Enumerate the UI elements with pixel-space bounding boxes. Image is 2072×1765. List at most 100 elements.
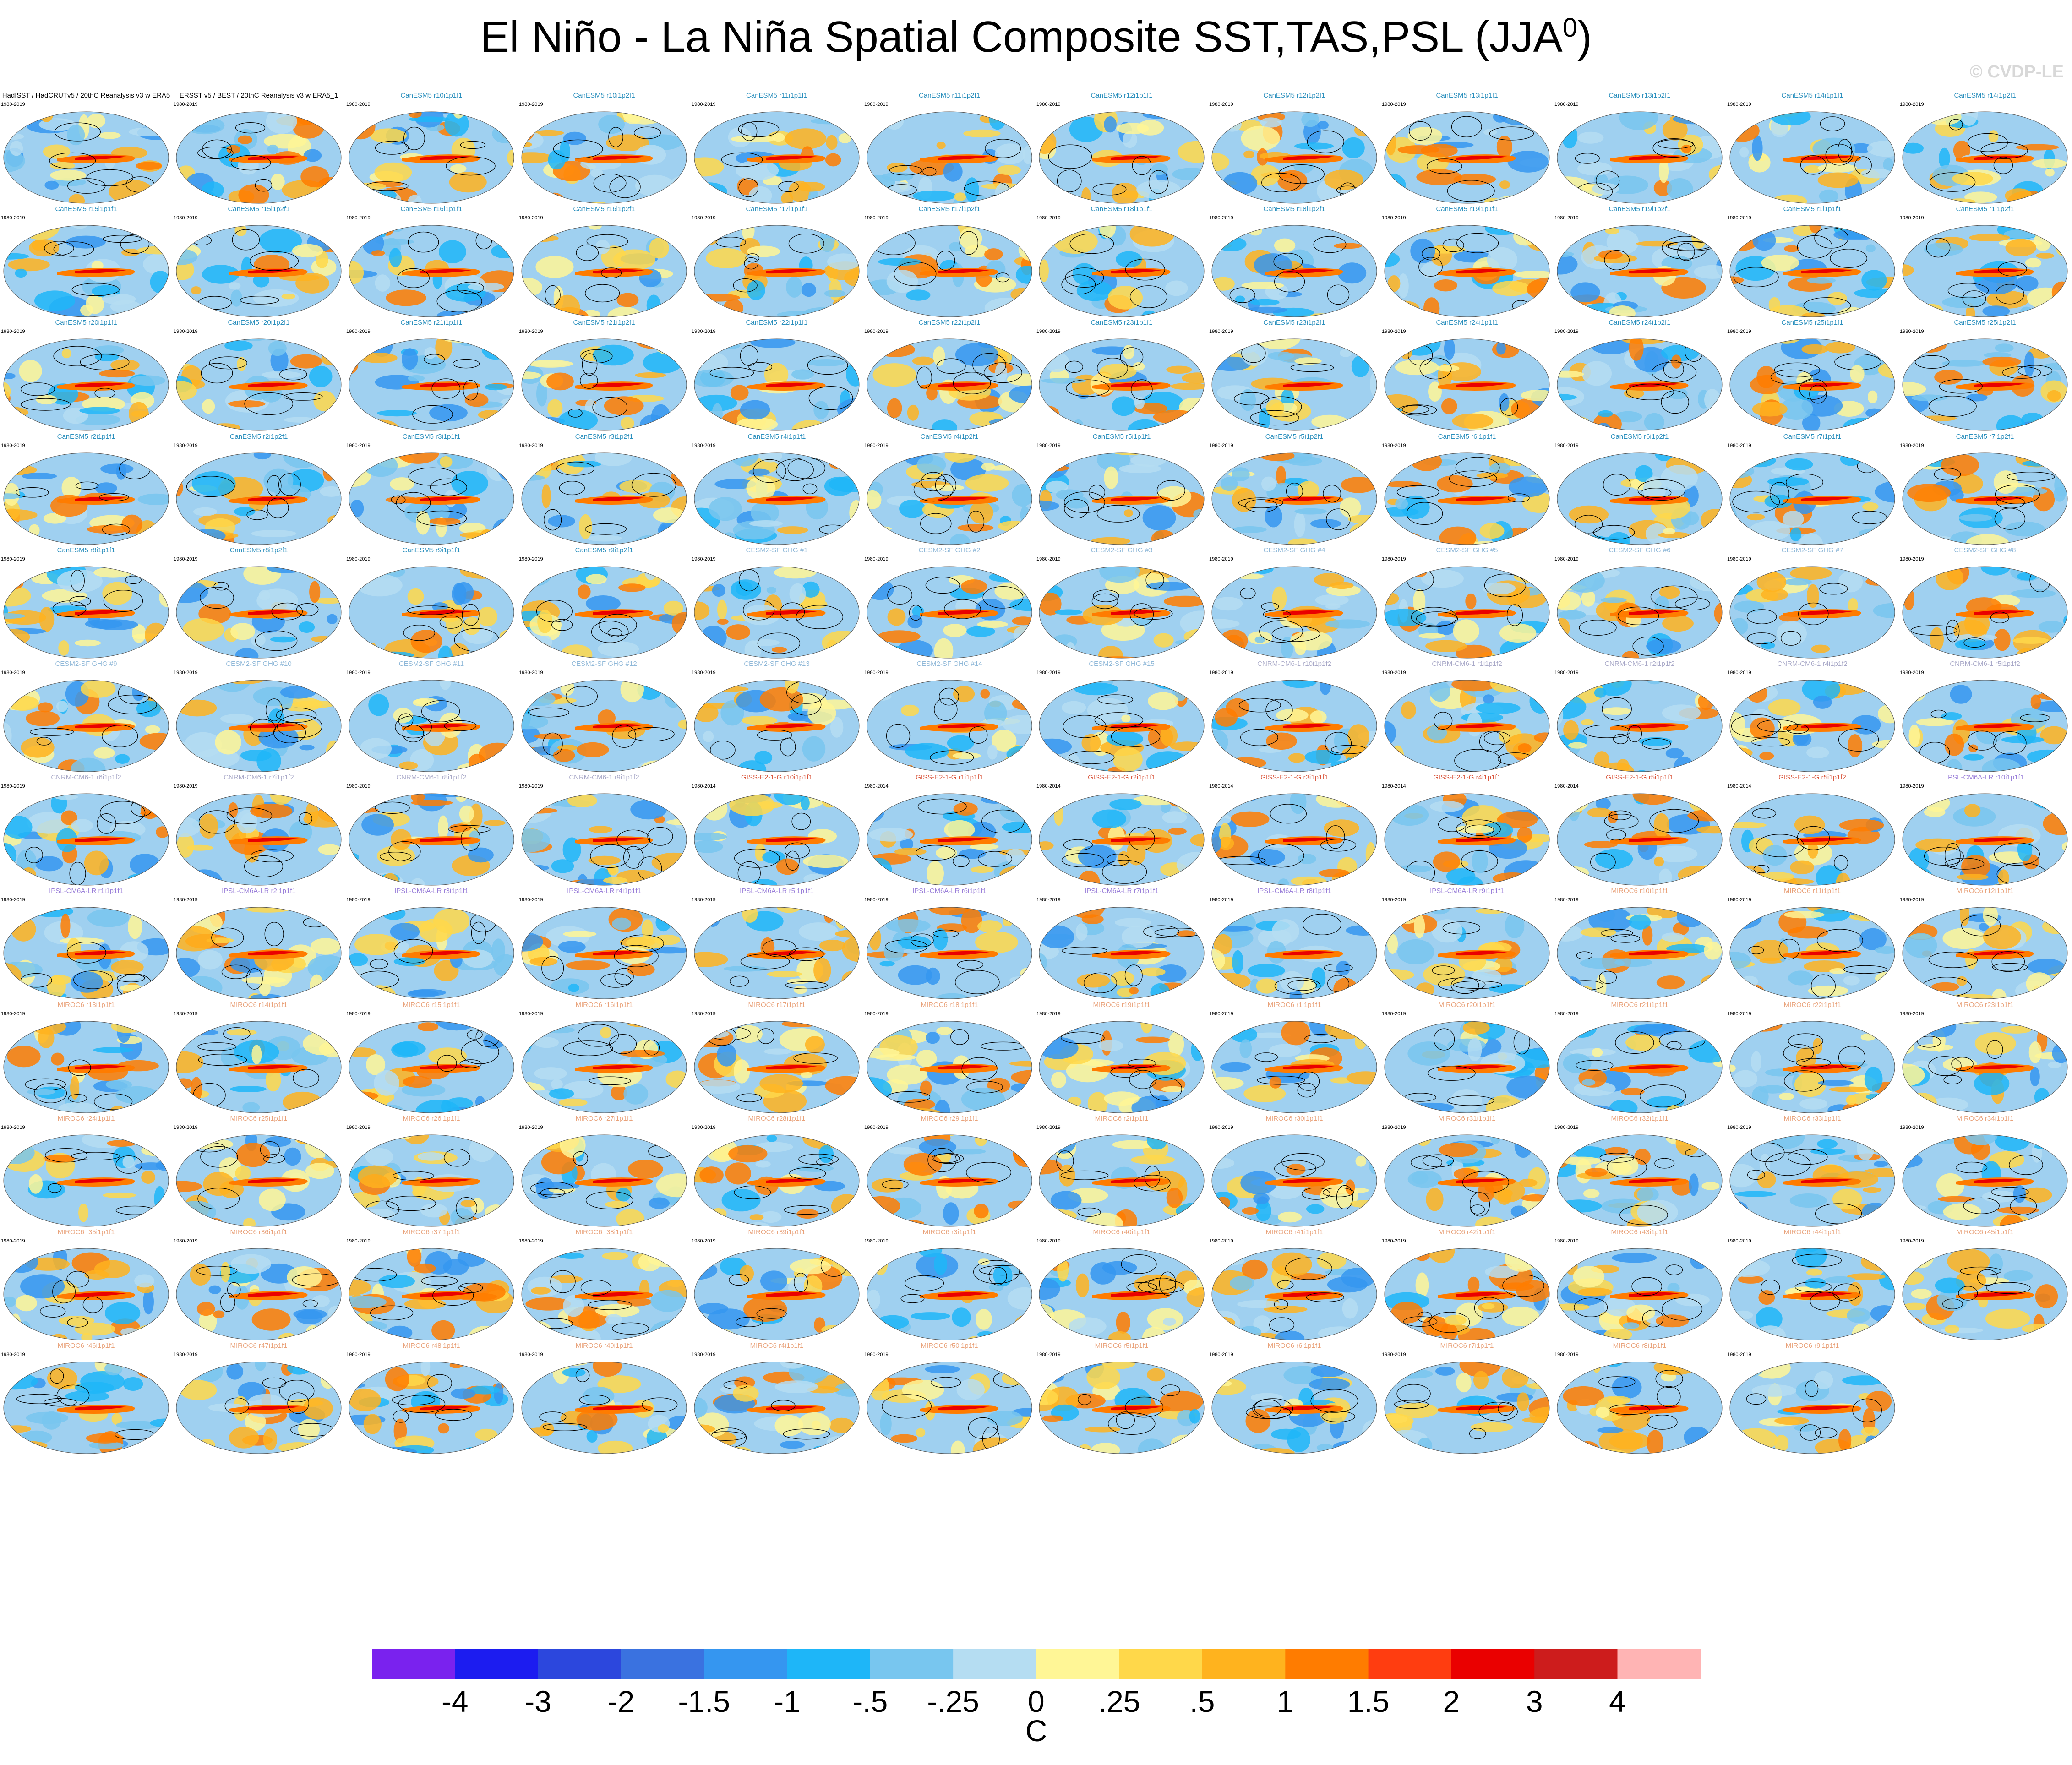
panel-title: MIROC6 r32i1p1f1 bbox=[1611, 1115, 1669, 1122]
world-map-icon bbox=[1211, 1021, 1377, 1113]
panel-title: CanESM5 r23i1p1f1 bbox=[1091, 319, 1153, 327]
map-panel: IPSL-CM6A-LR r7i1p1f1 1980-2019 bbox=[1036, 887, 1208, 1002]
panel-years: 1980-2019 bbox=[1554, 556, 1579, 562]
panel-years: 1980-2019 bbox=[1209, 329, 1233, 334]
world-map-icon bbox=[3, 452, 169, 545]
panel-title: MIROC6 r12i1p1f1 bbox=[1956, 887, 2014, 895]
panel-years: 1980-2019 bbox=[692, 1352, 716, 1357]
panel-years: 1980-2019 bbox=[692, 329, 716, 334]
map-panel: CanESM5 r12i1p2f1 1980-2019 bbox=[1208, 92, 1380, 206]
panel-years: 1980-2019 bbox=[1382, 102, 1406, 107]
map-panel: GISS-E2-1-G r1i1p1f1 1980-2014 bbox=[863, 774, 1036, 888]
colorbar-swatch bbox=[1534, 1649, 1618, 1679]
map-panel: MIROC6 r33i1p1f1 1980-2019 bbox=[1726, 1115, 1898, 1229]
map-panel: MIROC6 r46i1p1f1 1980-2019 bbox=[0, 1342, 172, 1456]
panel-years: 1980-2019 bbox=[692, 556, 716, 562]
world-map-icon bbox=[1557, 1362, 1723, 1454]
map-panel: CanESM5 r1i1p1f1 1980-2019 bbox=[1726, 205, 1898, 320]
panel-years: 1980-2019 bbox=[1, 1011, 25, 1017]
panel-years: 1980-2019 bbox=[864, 897, 889, 903]
panel-title: CNRM-CM6-1 r1i1p1f2 bbox=[1432, 660, 1502, 668]
world-map-icon bbox=[694, 793, 860, 886]
world-map-icon bbox=[3, 793, 169, 886]
panel-title: MIROC6 r39i1p1f1 bbox=[748, 1228, 806, 1236]
world-map-icon bbox=[521, 566, 687, 659]
title-text: El Niño - La Niña Spatial Composite SST,… bbox=[480, 12, 1563, 61]
panel-title: CanESM5 r19i1p1f1 bbox=[1436, 205, 1498, 213]
panel-title: MIROC6 r17i1p1f1 bbox=[748, 1001, 806, 1009]
map-panel: CanESM5 r3i1p1f1 1980-2019 bbox=[345, 433, 518, 547]
world-map-icon bbox=[1211, 907, 1377, 999]
map-panel: ERSST v5 / BEST / 20thC Reanalysis v3 w … bbox=[173, 92, 345, 206]
panel-title: MIROC6 r20i1p1f1 bbox=[1438, 1001, 1496, 1009]
map-panel: IPSL-CM6A-LR r6i1p1f1 1980-2019 bbox=[863, 887, 1036, 1002]
map-panel: MIROC6 r44i1p1f1 1980-2019 bbox=[1726, 1228, 1898, 1343]
map-panel: MIROC6 r9i1p1f1 1980-2019 bbox=[1726, 1342, 1898, 1456]
world-map-icon bbox=[1384, 793, 1550, 886]
panel-years: 1980-2019 bbox=[1, 670, 25, 675]
panel-title: CanESM5 r19i1p2f1 bbox=[1609, 205, 1671, 213]
panel-title: IPSL-CM6A-LR r8i1p1f1 bbox=[1257, 887, 1331, 895]
panel-title: CESM2-SF GHG #5 bbox=[1436, 546, 1498, 554]
panel-years: 1980-2019 bbox=[1, 1238, 25, 1244]
panel-title: MIROC6 r48i1p1f1 bbox=[403, 1342, 460, 1350]
map-panel: IPSL-CM6A-LR r8i1p1f1 1980-2019 bbox=[1208, 887, 1380, 1002]
world-map-icon bbox=[1729, 907, 1895, 999]
panel-grid: HadISST / HadCRUTv5 / 20thC Reanalysis v… bbox=[0, 92, 2071, 1456]
map-panel: MIROC6 r26i1p1f1 1980-2019 bbox=[345, 1115, 518, 1229]
map-panel: MIROC6 r45i1p1f1 1980-2019 bbox=[1899, 1228, 2071, 1343]
colorbar-swatch bbox=[538, 1649, 622, 1679]
map-panel: CanESM5 r5i1p1f1 1980-2019 bbox=[1036, 433, 1208, 547]
panel-years: 1980-2019 bbox=[1727, 102, 1751, 107]
world-map-icon bbox=[867, 680, 1032, 772]
map-panel: CanESM5 r19i1p1f1 1980-2019 bbox=[1381, 205, 1553, 320]
panel-title: MIROC6 r4i1p1f1 bbox=[750, 1342, 804, 1350]
panel-title: GISS-E2-1-G r1i1p1f1 bbox=[916, 774, 983, 781]
panel-years: 1980-2014 bbox=[1727, 784, 1751, 789]
map-panel: CanESM5 r20i1p1f1 1980-2019 bbox=[0, 319, 172, 433]
panel-title: CESM2-SF GHG #9 bbox=[55, 660, 117, 668]
world-map-icon bbox=[1039, 1134, 1205, 1227]
colorbar-tick-label: -4 bbox=[442, 1684, 469, 1718]
panel-title: MIROC6 r22i1p1f1 bbox=[1783, 1001, 1841, 1009]
panel-years: 1980-2019 bbox=[864, 215, 889, 221]
world-map-icon bbox=[1557, 566, 1723, 659]
panel-title: CanESM5 r9i1p2f1 bbox=[575, 546, 633, 554]
map-panel: CanESM5 r24i1p2f1 1980-2019 bbox=[1554, 319, 1726, 433]
world-map-icon bbox=[176, 338, 342, 431]
panel-title: CanESM5 r18i1p2f1 bbox=[1263, 205, 1325, 213]
panel-title: MIROC6 r14i1p1f1 bbox=[230, 1001, 288, 1009]
map-panel: MIROC6 r10i1p1f1 1980-2019 bbox=[1554, 887, 1726, 1002]
panel-years: 1980-2019 bbox=[864, 329, 889, 334]
map-panel: MIROC6 r3i1p1f1 1980-2019 bbox=[863, 1228, 1036, 1343]
panel-years: 1980-2019 bbox=[1, 329, 25, 334]
map-panel: CESM2-SF GHG #5 1980-2019 bbox=[1381, 546, 1553, 661]
page-title: El Niño - La Niña Spatial Composite SST,… bbox=[0, 12, 2072, 62]
panel-title: IPSL-CM6A-LR r4i1p1f1 bbox=[567, 887, 641, 895]
panel-title: IPSL-CM6A-LR r3i1p1f1 bbox=[394, 887, 469, 895]
colorbar-tick-label: 4 bbox=[1609, 1684, 1626, 1718]
map-panel: MIROC6 r48i1p1f1 1980-2019 bbox=[345, 1342, 518, 1456]
world-map-icon bbox=[1729, 566, 1895, 659]
panel-years: 1980-2019 bbox=[1, 215, 25, 221]
panel-years: 1980-2019 bbox=[1900, 102, 1924, 107]
panel-years: 1980-2019 bbox=[692, 102, 716, 107]
map-panel: CanESM5 r2i1p2f1 1980-2019 bbox=[173, 433, 345, 547]
world-map-icon bbox=[1557, 1134, 1723, 1227]
panel-title: CanESM5 r6i1p1f1 bbox=[1438, 433, 1496, 441]
panel-title: CESM2-SF GHG #13 bbox=[744, 660, 810, 668]
panel-years: 1980-2019 bbox=[519, 556, 543, 562]
world-map-icon bbox=[3, 225, 169, 317]
world-map-icon bbox=[176, 1021, 342, 1113]
world-map-icon bbox=[349, 111, 514, 204]
panel-years: 1980-2019 bbox=[174, 784, 198, 789]
map-panel: CanESM5 r21i1p2f1 1980-2019 bbox=[518, 319, 690, 433]
map-panel: MIROC6 r7i1p1f1 1980-2019 bbox=[1381, 1342, 1553, 1456]
world-map-icon bbox=[1384, 680, 1550, 772]
panel-title: MIROC6 r25i1p1f1 bbox=[230, 1115, 288, 1122]
world-map-icon bbox=[3, 338, 169, 431]
title-superscript: 0 bbox=[1562, 13, 1577, 43]
panel-title: MIROC6 r50i1p1f1 bbox=[921, 1342, 978, 1350]
world-map-icon bbox=[349, 452, 514, 545]
panel-title: CanESM5 r15i1p1f1 bbox=[55, 205, 117, 213]
